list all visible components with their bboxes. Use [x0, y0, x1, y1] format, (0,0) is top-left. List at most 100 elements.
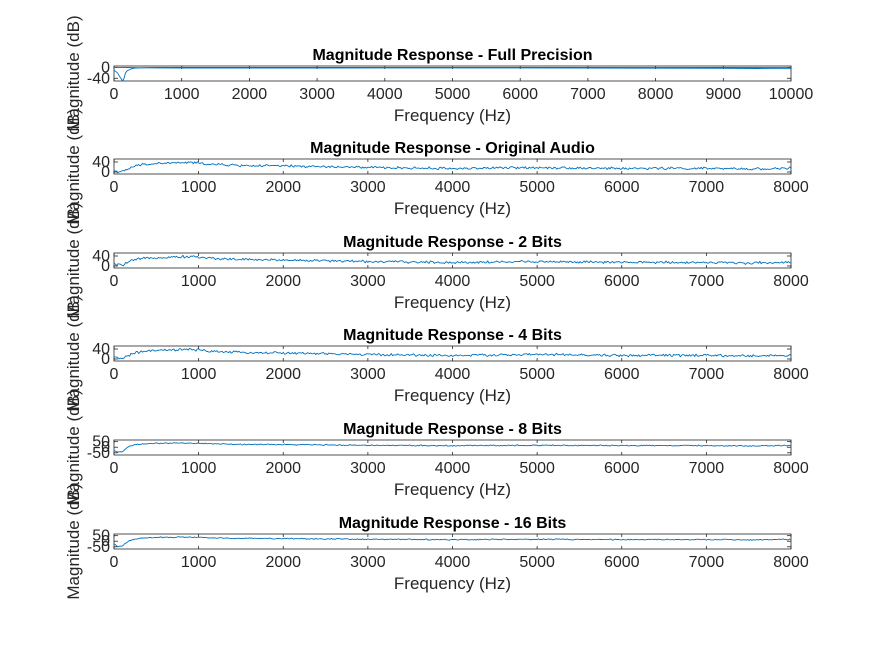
x-tick-label: 7000 [689, 554, 725, 571]
x-tick-label: 4000 [435, 179, 471, 196]
series-line-2 [114, 66, 791, 70]
y-axis-label: Magnitude (dB) [64, 389, 83, 505]
x-tick-label: 7000 [689, 273, 725, 290]
x-tick-label: 0 [110, 554, 119, 571]
x-tick-label: 1000 [181, 554, 217, 571]
x-tick-label: 9000 [706, 86, 742, 103]
x-tick-label: 4000 [435, 554, 471, 571]
y-tick-label: 40 [92, 248, 110, 265]
x-tick-label: 2000 [265, 460, 301, 477]
y-tick-label: -50 [87, 539, 110, 556]
x-tick-label: 0 [110, 86, 119, 103]
x-tick-label: 7000 [689, 366, 725, 383]
x-tick-label: 2000 [265, 554, 301, 571]
y-axis-label: Magnitude (dB) [64, 202, 83, 318]
x-tick-label: 0 [110, 179, 119, 196]
series-line-1 [114, 161, 791, 174]
y-axis-label: Magnitude (dB) [64, 108, 83, 224]
x-tick-label: 1000 [181, 179, 217, 196]
plot-title: Magnitude Response - 16 Bits [339, 515, 567, 532]
x-axis-label: Frequency (Hz) [394, 199, 511, 218]
x-axis-label: Frequency (Hz) [394, 293, 511, 312]
x-tick-label: 5000 [519, 273, 555, 290]
x-tick-label: 5000 [519, 460, 555, 477]
series-line-1 [114, 254, 791, 267]
x-tick-label: 3000 [350, 460, 386, 477]
y-tick-label: 0 [101, 439, 110, 456]
subplot-6: Magnitude Response - 16 Bits 0 1000 2000 300… [64, 483, 809, 599]
series-line-1 [114, 442, 791, 453]
x-tick-label: 4000 [435, 366, 471, 383]
subplot-4: Magnitude Response - 4 Bits 0 1000 2000 3000… [64, 295, 809, 411]
x-tick-label: 4000 [435, 460, 471, 477]
y-tick-label: 0 [101, 258, 110, 275]
y-tick-label: 0 [101, 59, 110, 76]
x-tick-label: 4000 [435, 273, 471, 290]
x-tick-label: 0 [110, 273, 119, 290]
x-tick-label: 2000 [232, 86, 268, 103]
x-tick-label: 3000 [299, 86, 335, 103]
x-tick-label: 2000 [265, 366, 301, 383]
x-tick-label: 6000 [502, 86, 538, 103]
y-tick-label: -50 [87, 445, 110, 462]
plot-title: Magnitude Response - 2 Bits [343, 234, 562, 251]
x-tick-label: 0 [110, 366, 119, 383]
x-tick-label: 1000 [164, 86, 200, 103]
x-tick-label: 7000 [689, 179, 725, 196]
subplot-3: Magnitude Response - 2 Bits 0 1000 2000 3000… [64, 202, 809, 318]
x-tick-label: 1000 [181, 273, 217, 290]
plot-title: Magnitude Response - 4 Bits [343, 327, 562, 344]
y-tick-label: 0 [101, 351, 110, 368]
x-tick-label: 6000 [604, 460, 640, 477]
y-tick-label: 50 [92, 528, 110, 545]
x-tick-label: 4000 [367, 86, 403, 103]
y-axis-label: Magnitude (dB) [64, 483, 83, 599]
x-tick-label: 5000 [519, 179, 555, 196]
y-tick-label: 0 [101, 164, 110, 181]
x-tick-label: 6000 [604, 273, 640, 290]
x-tick-label: 8000 [773, 554, 809, 571]
x-tick-label: 3000 [350, 554, 386, 571]
x-tick-label: 8000 [638, 86, 674, 103]
x-tick-label: 7000 [570, 86, 606, 103]
x-tick-label: 7000 [689, 460, 725, 477]
x-tick-label: 1000 [181, 460, 217, 477]
series-line-1 [114, 536, 791, 548]
series-line-1 [114, 347, 791, 360]
x-tick-label: 3000 [350, 179, 386, 196]
subplot-1: Magnitude Response - Full Precision 0 1000… [64, 15, 813, 131]
x-tick-label: 6000 [604, 179, 640, 196]
x-tick-label: 10000 [769, 86, 814, 103]
x-axis-label: Frequency (Hz) [394, 574, 511, 593]
x-tick-label: 6000 [604, 366, 640, 383]
x-axis-label: Frequency (Hz) [394, 386, 511, 405]
x-tick-label: 8000 [773, 366, 809, 383]
x-tick-label: 3000 [350, 366, 386, 383]
x-tick-label: 2000 [265, 273, 301, 290]
subplot-5: Magnitude Response - 8 Bits 0 1000 2000 3000… [64, 389, 809, 505]
subplot-2: Magnitude Response - Original Audio 0 1000… [64, 108, 809, 224]
plot-title: Magnitude Response - Original Audio [310, 140, 595, 157]
x-tick-label: 8000 [773, 179, 809, 196]
x-tick-label: 0 [110, 460, 119, 477]
x-axis-label: Frequency (Hz) [394, 106, 511, 125]
y-tick-label: 40 [92, 154, 110, 171]
x-axis-label: Frequency (Hz) [394, 480, 511, 499]
x-tick-label: 5000 [519, 366, 555, 383]
y-axis-label: Magnitude (dB) [64, 295, 83, 411]
x-tick-label: 6000 [604, 554, 640, 571]
x-tick-label: 5000 [435, 86, 471, 103]
plot-title: Magnitude Response - 8 Bits [343, 421, 562, 438]
y-tick-label: 50 [92, 434, 110, 451]
x-tick-label: 2000 [265, 179, 301, 196]
x-tick-label: 8000 [773, 273, 809, 290]
x-tick-label: 8000 [773, 460, 809, 477]
plot-title: Magnitude Response - Full Precision [312, 47, 592, 64]
y-tick-label: 0 [101, 533, 110, 550]
y-tick-label: -40 [87, 70, 110, 87]
x-tick-label: 1000 [181, 366, 217, 383]
x-tick-label: 5000 [519, 554, 555, 571]
x-tick-label: 3000 [350, 273, 386, 290]
y-tick-label: 40 [92, 341, 110, 358]
